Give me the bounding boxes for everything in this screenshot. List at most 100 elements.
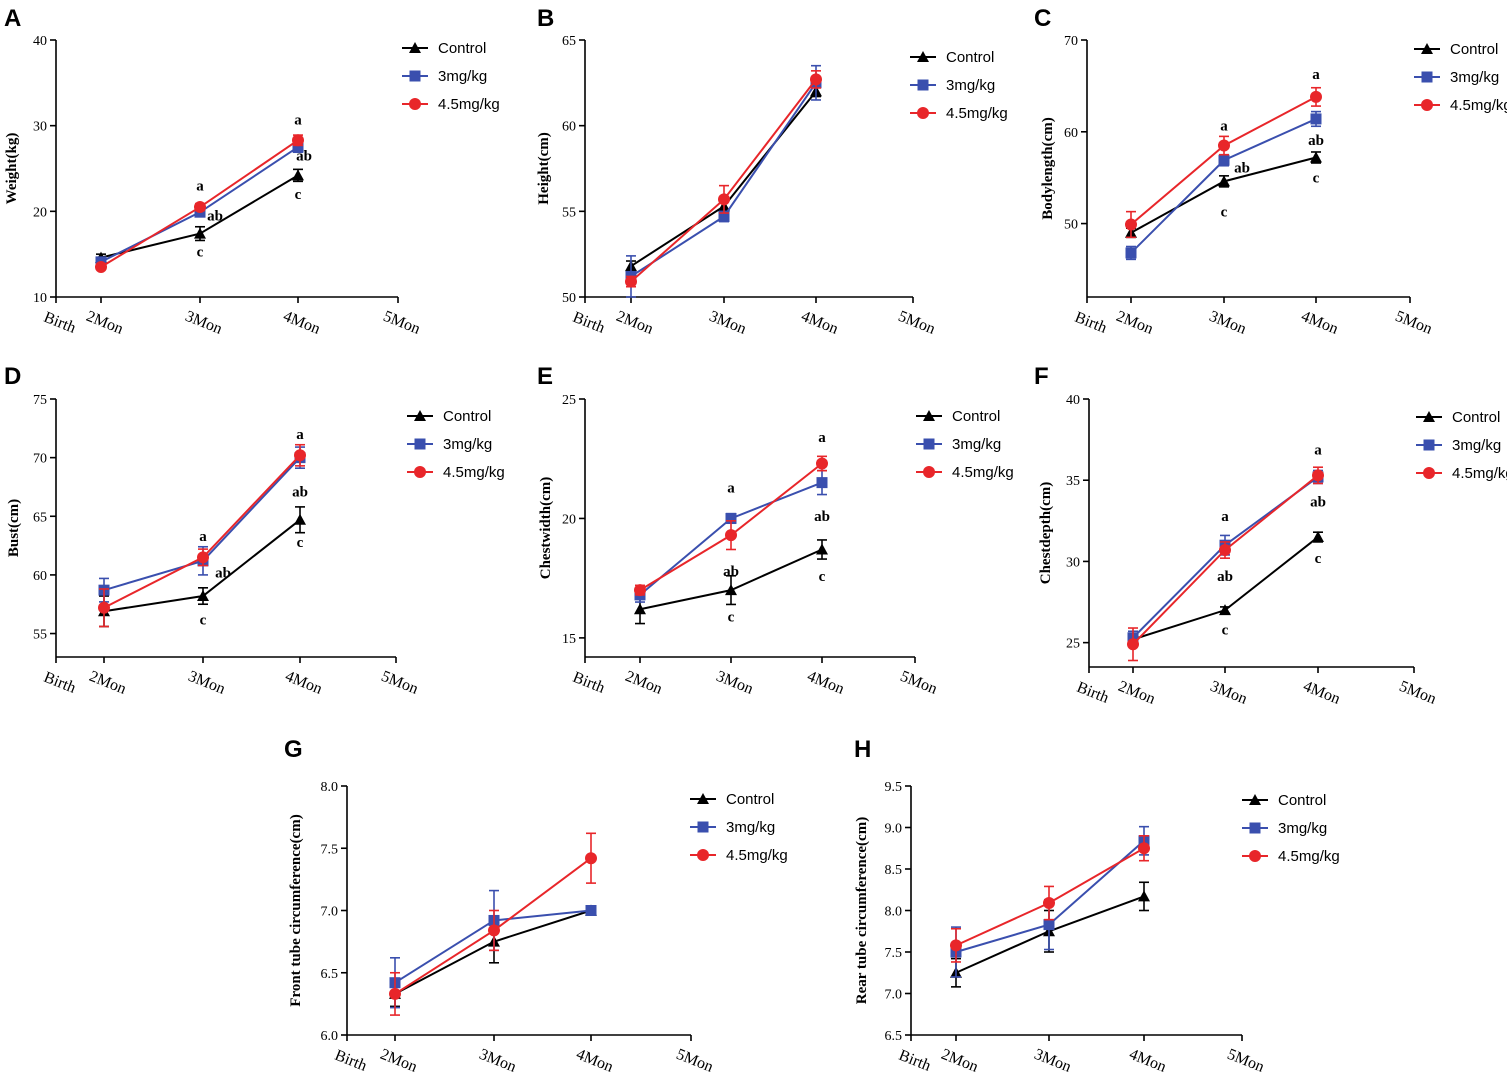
legend-marker	[923, 466, 935, 478]
data-point	[294, 513, 306, 525]
data-point	[725, 529, 737, 542]
significance-label: c	[200, 612, 207, 628]
x-tick-label: 5Mon	[1393, 308, 1435, 338]
y-tick-label: 6.5	[321, 967, 339, 982]
data-point	[1125, 218, 1137, 231]
data-point	[1043, 919, 1055, 931]
data-point	[816, 543, 828, 555]
data-point	[1312, 531, 1324, 543]
y-tick-label: 7.5	[885, 946, 903, 961]
significance-label: ab	[1234, 161, 1250, 177]
x-tick-label: 4Mon	[281, 308, 323, 338]
legend-label: 3mg/kg	[946, 77, 995, 94]
data-point	[95, 261, 107, 274]
legend: Control 3mg/kg 4.5mg/kg	[910, 49, 1008, 122]
legend-label: 4.5mg/kg	[1450, 97, 1507, 114]
y-tick-label: 15	[562, 632, 576, 647]
significance-label: c	[295, 187, 302, 203]
data-point	[98, 601, 110, 614]
legend-label: Control	[952, 408, 1000, 425]
panel-label: A	[4, 5, 21, 32]
legend-label: 4.5mg/kg	[1452, 465, 1507, 482]
significance-label: ab	[296, 149, 312, 165]
y-tick-label: 6.5	[885, 1029, 903, 1044]
legend-marker	[697, 821, 709, 833]
x-tick-label: 3Mon	[186, 668, 228, 698]
significance-label: c	[1222, 623, 1229, 639]
data-point	[194, 201, 206, 214]
legend-label: 3mg/kg	[1278, 820, 1327, 837]
legend-marker	[923, 438, 935, 450]
legend-label: 3mg/kg	[1450, 69, 1499, 86]
y-tick-label: 7.5	[321, 842, 339, 857]
series-3mg/kg	[625, 64, 822, 298]
x-tick-label: 5Mon	[1225, 1046, 1267, 1076]
significance-label: ab	[1310, 494, 1326, 510]
panel-D: D 55 60 65 70 75 Birth 2Mon 3Mon 4Mon 5Mon Bust(cm)…	[4, 363, 505, 698]
legend-label: 4.5mg/kg	[438, 96, 500, 113]
significance-label: ab	[292, 485, 308, 501]
legend-label: 3mg/kg	[952, 436, 1001, 453]
legend-marker	[414, 410, 426, 421]
y-axis-label: Bodylength(cm)	[1040, 117, 1056, 220]
y-tick-label: 65	[562, 34, 576, 49]
y-tick-label: 55	[33, 628, 47, 643]
legend-marker	[1423, 411, 1435, 422]
data-point	[950, 939, 962, 952]
x-tick-label: 3Mon	[477, 1046, 519, 1076]
legend-label: Control	[443, 408, 491, 425]
y-axis-label: Height(cm)	[536, 132, 552, 204]
y-tick-label: 60	[1064, 126, 1078, 141]
significance-label: a	[294, 113, 302, 129]
panel-E: E 15 20 25 Birth 2Mon 3Mon 4Mon 5Mon Chestwidth(c…	[537, 363, 1014, 698]
panel-label: C	[1034, 5, 1051, 32]
significance-label: a	[199, 529, 207, 545]
panel-label: B	[537, 5, 554, 32]
series-4.5mg/kg	[950, 834, 1150, 963]
legend-marker	[414, 438, 426, 450]
legend: Control 3mg/kg 4.5mg/kg	[1416, 409, 1507, 482]
y-tick-label: 40	[1066, 393, 1080, 408]
significance-label: a	[1314, 442, 1322, 458]
significance-label: ab	[215, 566, 231, 582]
legend-label: 3mg/kg	[726, 819, 775, 836]
legend-marker	[1421, 43, 1433, 54]
x-tick-label: 4Mon	[283, 668, 325, 698]
y-tick-label: 65	[33, 510, 47, 525]
y-axis-label: Chestdepth(cm)	[1038, 482, 1054, 585]
x-tick-label: Birth	[41, 309, 78, 337]
y-axis-label: Chestwidth(cm)	[538, 477, 554, 580]
series-4.5mg/kg	[634, 455, 828, 597]
x-tick-label: Birth	[1072, 309, 1109, 337]
legend-marker	[917, 107, 929, 119]
data-point	[197, 590, 209, 602]
legend: Control 3mg/kg 4.5mg/kg	[1242, 792, 1340, 865]
significance-label: c	[728, 609, 735, 625]
series-3mg/kg	[1125, 110, 1322, 261]
y-tick-label: 7.0	[321, 905, 339, 920]
panel-F: F 25 30 35 40 Birth 2Mon 3Mon 4Mon 5Mon Chestdepth…	[1034, 363, 1507, 708]
x-tick-label: 5Mon	[381, 308, 423, 338]
y-tick-label: 40	[33, 34, 47, 49]
series-Control	[634, 539, 828, 625]
data-point	[718, 210, 730, 222]
series-line	[630, 90, 817, 268]
x-tick-label: Birth	[332, 1047, 369, 1075]
y-axis-label: Weight(kg)	[4, 133, 20, 205]
x-tick-label: Birth	[1074, 679, 1111, 707]
panel-B: B 50 55 60 65 Birth 2Mon 3Mon 4Mon 5Mon Height(cm)…	[536, 5, 1008, 338]
x-tick-label: 2Mon	[1116, 678, 1158, 708]
x-tick-label: 2Mon	[378, 1046, 420, 1076]
legend-marker	[917, 51, 929, 62]
y-tick-label: 7.0	[885, 988, 903, 1003]
legend-marker	[1249, 822, 1261, 834]
x-tick-label: Birth	[896, 1047, 933, 1075]
panel-label: G	[284, 736, 303, 763]
y-tick-label: 55	[562, 205, 576, 220]
data-point	[1043, 897, 1055, 910]
panel-C: C 50 60 70 Birth 2Mon 3Mon 4Mon 5Mon Bodylength(c…	[1034, 5, 1507, 338]
legend-marker	[409, 70, 421, 82]
series-4.5mg/kg	[1125, 86, 1322, 239]
y-tick-label: 25	[562, 393, 576, 408]
